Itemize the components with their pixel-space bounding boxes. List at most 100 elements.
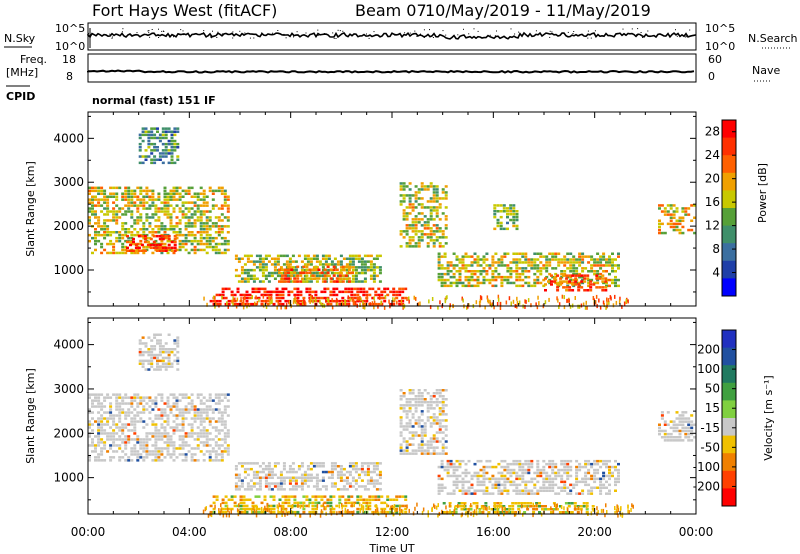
power-cell — [435, 191, 439, 194]
velocity-cell — [411, 437, 415, 440]
power-cell — [432, 206, 436, 209]
power-cell — [267, 280, 271, 283]
velocity-cell — [166, 432, 170, 435]
power-cell — [363, 266, 367, 269]
power-cell — [291, 260, 295, 263]
velocity-cell — [164, 348, 168, 351]
power-cell — [164, 246, 168, 250]
velocity-cell — [205, 408, 209, 411]
power-cell — [666, 204, 670, 207]
power-cell — [202, 242, 206, 246]
velocity-cell — [166, 399, 170, 402]
y-tick-label: 3000 — [53, 175, 84, 189]
velocity-cell — [306, 467, 310, 471]
power-cell — [272, 302, 276, 306]
velocity-cell — [94, 435, 97, 438]
power-cell — [426, 245, 430, 248]
velocity-cell — [91, 399, 94, 402]
power-cell — [287, 293, 291, 297]
velocity-cell — [333, 485, 337, 488]
velocity-cell — [573, 505, 577, 508]
velocity-cell — [205, 417, 209, 420]
velocity-cell — [269, 495, 273, 498]
power-cell — [493, 215, 497, 219]
velocity-cell — [154, 447, 158, 450]
near-range-speck — [408, 296, 410, 301]
power-cell — [175, 222, 179, 225]
velocity-cell — [423, 449, 427, 452]
power-cell — [437, 252, 441, 255]
velocity-cell — [605, 465, 608, 469]
power-cell — [88, 186, 91, 190]
power-cell — [169, 192, 173, 195]
velocity-cell — [190, 429, 194, 432]
velocity-cell — [378, 482, 382, 485]
velocity-cell — [175, 426, 179, 429]
nsearch-point — [473, 28, 475, 30]
power-cell — [293, 287, 297, 291]
power-cell — [417, 239, 421, 242]
power-cell — [461, 267, 465, 270]
velocity-cell — [608, 465, 611, 469]
power-cell — [420, 182, 424, 185]
velocity-cell — [300, 479, 304, 482]
near-range-speck — [610, 296, 612, 301]
velocity-cell — [557, 474, 561, 478]
power-cell — [455, 258, 459, 261]
power-cell — [164, 130, 168, 133]
near-range-speck — [621, 304, 623, 309]
near-range-speck — [444, 299, 447, 304]
near-range-speck — [277, 302, 279, 307]
power-cell — [136, 195, 140, 198]
near-range-speck — [222, 513, 225, 518]
power-cell — [221, 296, 225, 300]
velocity-cell — [112, 432, 116, 435]
velocity-cell — [160, 414, 164, 417]
velocity-cell — [208, 444, 212, 447]
near-range-speck — [313, 510, 315, 515]
velocity-cell — [193, 438, 197, 441]
velocity-cell — [187, 423, 191, 426]
near-range-speck — [376, 510, 379, 515]
power-cell — [106, 231, 110, 234]
velocity-cell — [389, 510, 393, 514]
power-cell — [312, 266, 316, 269]
power-cell — [164, 149, 168, 152]
power-cell — [509, 261, 513, 264]
velocity-cell — [460, 505, 464, 508]
power-cell — [443, 252, 447, 255]
power-cell — [166, 239, 170, 243]
power-cell — [356, 293, 360, 297]
nsearch-point — [494, 35, 496, 37]
velocity-cell — [181, 459, 185, 462]
velocity-cell — [332, 495, 336, 498]
velocity-cell — [234, 476, 238, 479]
velocity-cell — [94, 420, 97, 423]
near-range-speck — [380, 300, 382, 305]
power-cell — [211, 248, 215, 252]
velocity-cell — [587, 477, 591, 481]
velocity-cell — [242, 507, 246, 511]
velocity-cell — [255, 482, 259, 485]
velocity-cell — [187, 432, 191, 435]
power-cell — [315, 280, 319, 283]
velocity-cell — [221, 501, 225, 505]
nsearch-point — [232, 37, 234, 39]
near-range-speck — [344, 301, 347, 306]
velocity-cell — [246, 485, 250, 488]
power-cell — [329, 290, 333, 294]
power-cell — [308, 268, 312, 271]
velocity-cell — [338, 510, 342, 514]
power-cell — [380, 290, 384, 294]
power-cell — [444, 215, 448, 218]
power-cell — [443, 267, 447, 270]
power-cell — [675, 210, 679, 213]
power-cell — [608, 264, 611, 267]
power-cell — [121, 213, 125, 216]
power-cell — [496, 224, 500, 228]
power-cell — [138, 133, 142, 137]
velocity-cell — [330, 470, 334, 474]
near-range-speck — [363, 305, 366, 310]
power-cell — [136, 233, 140, 237]
near-range-speck — [246, 302, 248, 307]
